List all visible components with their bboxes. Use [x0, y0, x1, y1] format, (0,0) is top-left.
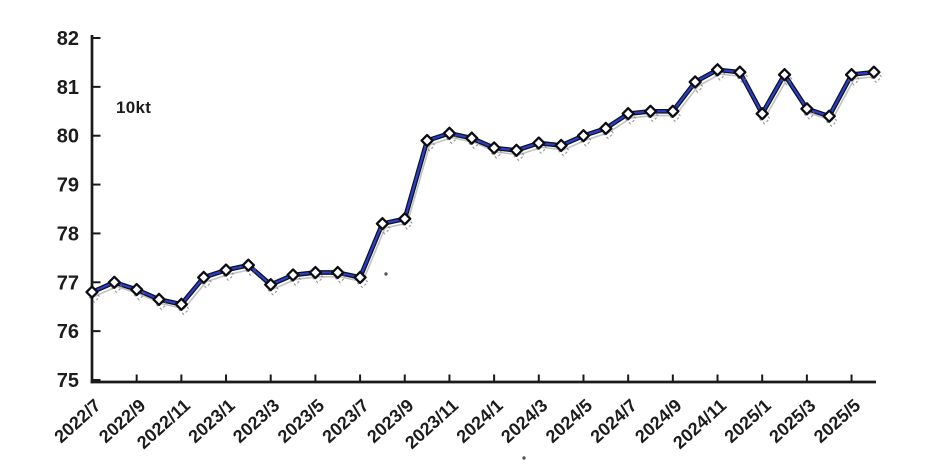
data-point-marker [800, 102, 814, 116]
y-tick-label: 77 [57, 272, 79, 294]
x-tick-label: 2023/3 [229, 395, 283, 447]
x-tick-label: 2025/5 [810, 395, 864, 447]
x-tick-label: 2023/5 [274, 395, 328, 447]
data-point-marker [85, 285, 99, 299]
x-tick-label: 2022/7 [50, 395, 104, 447]
data-point-marker [621, 107, 635, 121]
x-tick-label: 2024/3 [497, 395, 551, 447]
y-tick-label: 81 [57, 77, 79, 99]
data-point-marker [174, 297, 189, 311]
x-tick-label: 2024/5 [542, 395, 596, 447]
data-point-marker [420, 133, 434, 148]
y-tick-label: 82 [57, 28, 79, 50]
y-tick-label: 76 [57, 321, 79, 343]
data-point-marker [554, 138, 568, 153]
data-point-marker [375, 217, 390, 231]
data-point-marker [487, 141, 501, 155]
unit-label: 10kt [116, 98, 151, 117]
data-point-marker [666, 104, 680, 118]
data-point-marker [130, 282, 144, 297]
data-point-marker [331, 265, 345, 280]
data-point-marker [442, 126, 457, 140]
data-point-marker [353, 270, 367, 285]
data-point-marker [509, 143, 524, 158]
x-tick-label: 2024/1 [452, 395, 506, 447]
data-point-marker [532, 136, 546, 150]
y-tick-label: 80 [57, 126, 79, 148]
y-tick-label: 78 [57, 223, 79, 245]
data-point-marker [688, 75, 702, 89]
data-point-marker [264, 278, 278, 292]
x-tick-label: 2023/7 [318, 395, 372, 447]
data-point-marker [755, 107, 769, 121]
x-tick-label: 2024/7 [587, 395, 641, 447]
data-point-marker [867, 65, 881, 79]
data-series [85, 63, 883, 316]
data-point-marker [197, 270, 211, 285]
data-point-marker [107, 275, 121, 289]
data-point-marker [733, 65, 747, 79]
data-point-marker [398, 212, 412, 226]
x-tick-label: 2025/3 [765, 395, 819, 447]
data-point-marker [844, 67, 859, 82]
data-point-marker [152, 292, 166, 307]
data-point-marker [710, 63, 725, 77]
x-tick-label: 2025/1 [721, 395, 775, 447]
data-point-marker [241, 258, 256, 272]
data-point-marker [219, 263, 233, 277]
data-point-marker [286, 268, 300, 282]
scan-speck [384, 272, 388, 276]
series-line [90, 68, 875, 306]
data-point-marker [465, 131, 479, 145]
scan-artifacts [384, 272, 526, 460]
y-tick-label: 79 [57, 175, 79, 197]
data-point-marker [643, 104, 658, 118]
data-point-marker [576, 129, 591, 143]
data-point-marker [599, 121, 613, 136]
data-point-marker [308, 265, 323, 280]
scan-speck [522, 456, 526, 460]
y-tick-label: 75 [57, 370, 79, 392]
data-point-marker [822, 109, 836, 123]
x-tick-label: 2023/1 [184, 395, 238, 447]
data-point-marker [777, 67, 792, 82]
